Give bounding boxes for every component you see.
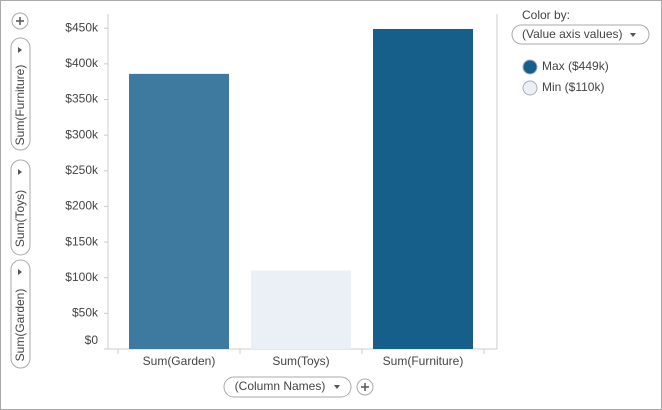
y-tick-label: $0 [85, 333, 99, 347]
y-tick-label: $200k [65, 199, 99, 213]
y-selector-pill [10, 37, 31, 151]
y-selector-label: Sum(Garden) [13, 289, 27, 362]
y-tick-label: $400k [65, 56, 99, 70]
legend: Color by: (Value axis values) [511, 8, 650, 45]
x-tick-label: Sum(Furniture) [383, 354, 464, 368]
legend-title: Color by: [522, 8, 570, 22]
legend-label: Max ($449k) [542, 59, 609, 73]
y-axis-selector[interactable]: Sum(Furniture) [10, 37, 31, 151]
legend-swatch [522, 59, 538, 75]
x-tick-label: Sum(Toys) [272, 354, 329, 368]
x-axis-selector[interactable]: (Column Names) [223, 376, 352, 398]
legend-selector[interactable]: (Value axis values) [511, 24, 650, 45]
y-tick-label: $50k [72, 306, 99, 320]
x-axis-selector-label: (Column Names) [235, 379, 326, 393]
y-tick-label: $250k [65, 163, 99, 177]
legend-selector-label: (Value axis values) [522, 27, 623, 41]
y-selector-pill [10, 159, 31, 256]
add-x-button[interactable] [356, 378, 374, 396]
y-selector-arrow [18, 47, 22, 53]
x-tick-label: Sum(Garden) [143, 354, 216, 368]
bar [129, 73, 229, 349]
bar [251, 270, 351, 349]
y-tick-label: $100k [65, 270, 99, 284]
y-tick-label: $150k [65, 234, 99, 248]
y-tick-label: $300k [65, 127, 99, 141]
y-axis-selector[interactable]: Sum(Garden) [10, 259, 31, 369]
y-tick-label: $450k [65, 20, 99, 34]
y-selector-arrow [18, 269, 22, 275]
bar [373, 28, 473, 350]
y-axis-selector[interactable]: Sum(Toys) [10, 159, 31, 256]
y-selector-arrow [18, 169, 22, 175]
legend-swatch [522, 80, 538, 96]
y-selector-pill [10, 259, 31, 369]
add-y-button[interactable] [11, 12, 29, 30]
legend-label: Min ($110k) [542, 80, 604, 94]
y-tick-label: $350k [65, 92, 99, 106]
y-selector-label: Sum(Furniture) [13, 65, 27, 146]
y-selector-label: Sum(Toys) [13, 190, 27, 247]
